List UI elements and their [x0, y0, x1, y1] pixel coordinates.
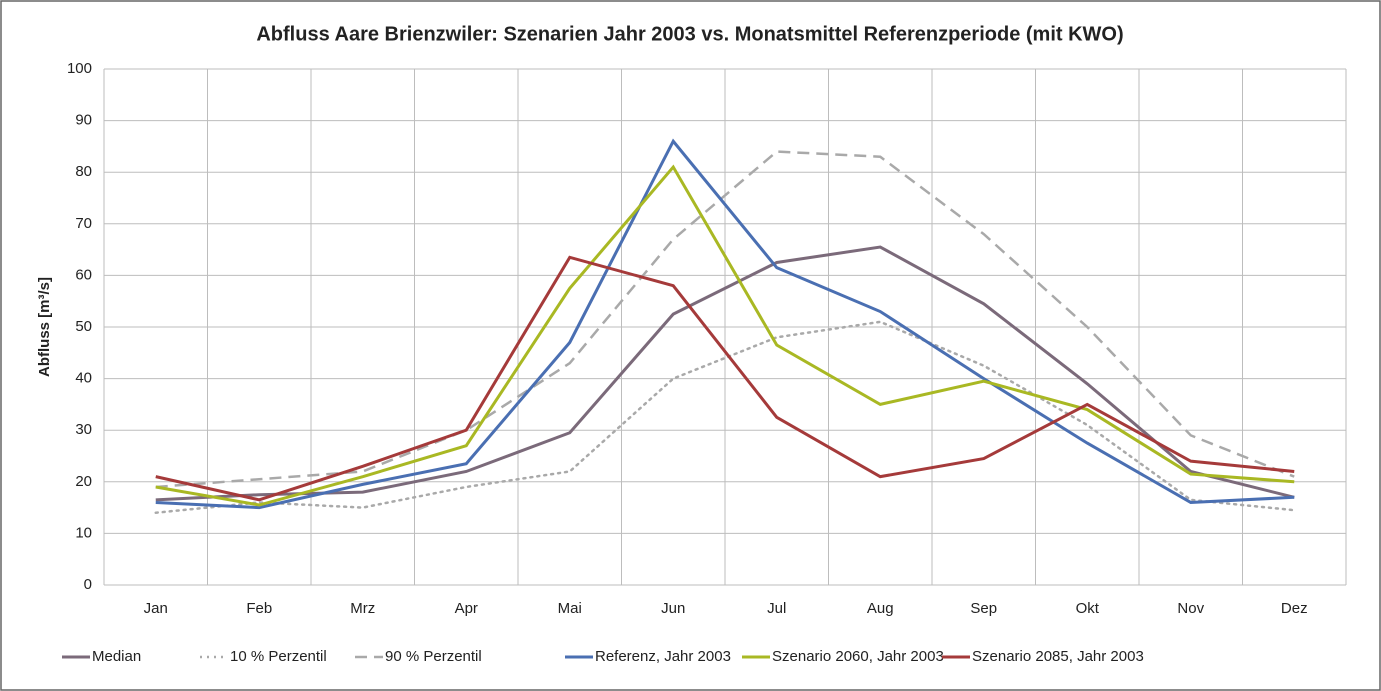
x-tick-label: Sep [970, 600, 997, 617]
chart-title: Abfluss Aare Brienzwiler: Szenarien Jahr… [256, 23, 1123, 45]
x-tick-label: Jul [767, 600, 786, 617]
y-tick-label: 60 [75, 266, 92, 283]
y-tick-label: 40 [75, 370, 92, 387]
series-line [155, 164, 1295, 507]
x-tick-label: Jan [144, 600, 168, 617]
x-tick-label: Jun [661, 600, 685, 617]
legend-label: 10 % Perzentil [230, 648, 327, 665]
series-line [155, 255, 1295, 502]
x-tick-label: Mrz [350, 600, 375, 617]
x-tick-label: Apr [455, 600, 478, 617]
y-tick-label: 70 [75, 215, 92, 232]
legend-label: Referenz, Jahr 2003 [595, 648, 731, 665]
y-tick-label: 10 [75, 524, 92, 541]
y-tick-label: 0 [84, 576, 92, 593]
y-tick-label: 90 [75, 112, 92, 129]
series-line [155, 138, 1295, 510]
legend-label: Median [92, 648, 141, 665]
legend-label: Szenario 2085, Jahr 2003 [972, 648, 1144, 665]
y-axis-label: Abfluss [m³/s] [36, 277, 53, 377]
legend-label: 90 % Perzentil [385, 648, 482, 665]
x-tick-label: Nov [1177, 600, 1204, 617]
series-line [155, 245, 1295, 502]
x-tick-label: Feb [246, 600, 272, 617]
x-tick-label: Dez [1281, 600, 1308, 617]
x-tick-label: Aug [867, 600, 894, 617]
x-tick-label: Mai [558, 600, 582, 617]
x-tick-label: Okt [1076, 600, 1100, 617]
y-tick-label: 50 [75, 318, 92, 335]
y-tick-label: 100 [67, 60, 92, 77]
legend-label: Szenario 2060, Jahr 2003 [772, 648, 944, 665]
y-tick-label: 80 [75, 163, 92, 180]
y-tick-label: 30 [75, 421, 92, 438]
series-line [154, 320, 1296, 515]
y-tick-label: 20 [75, 473, 92, 490]
